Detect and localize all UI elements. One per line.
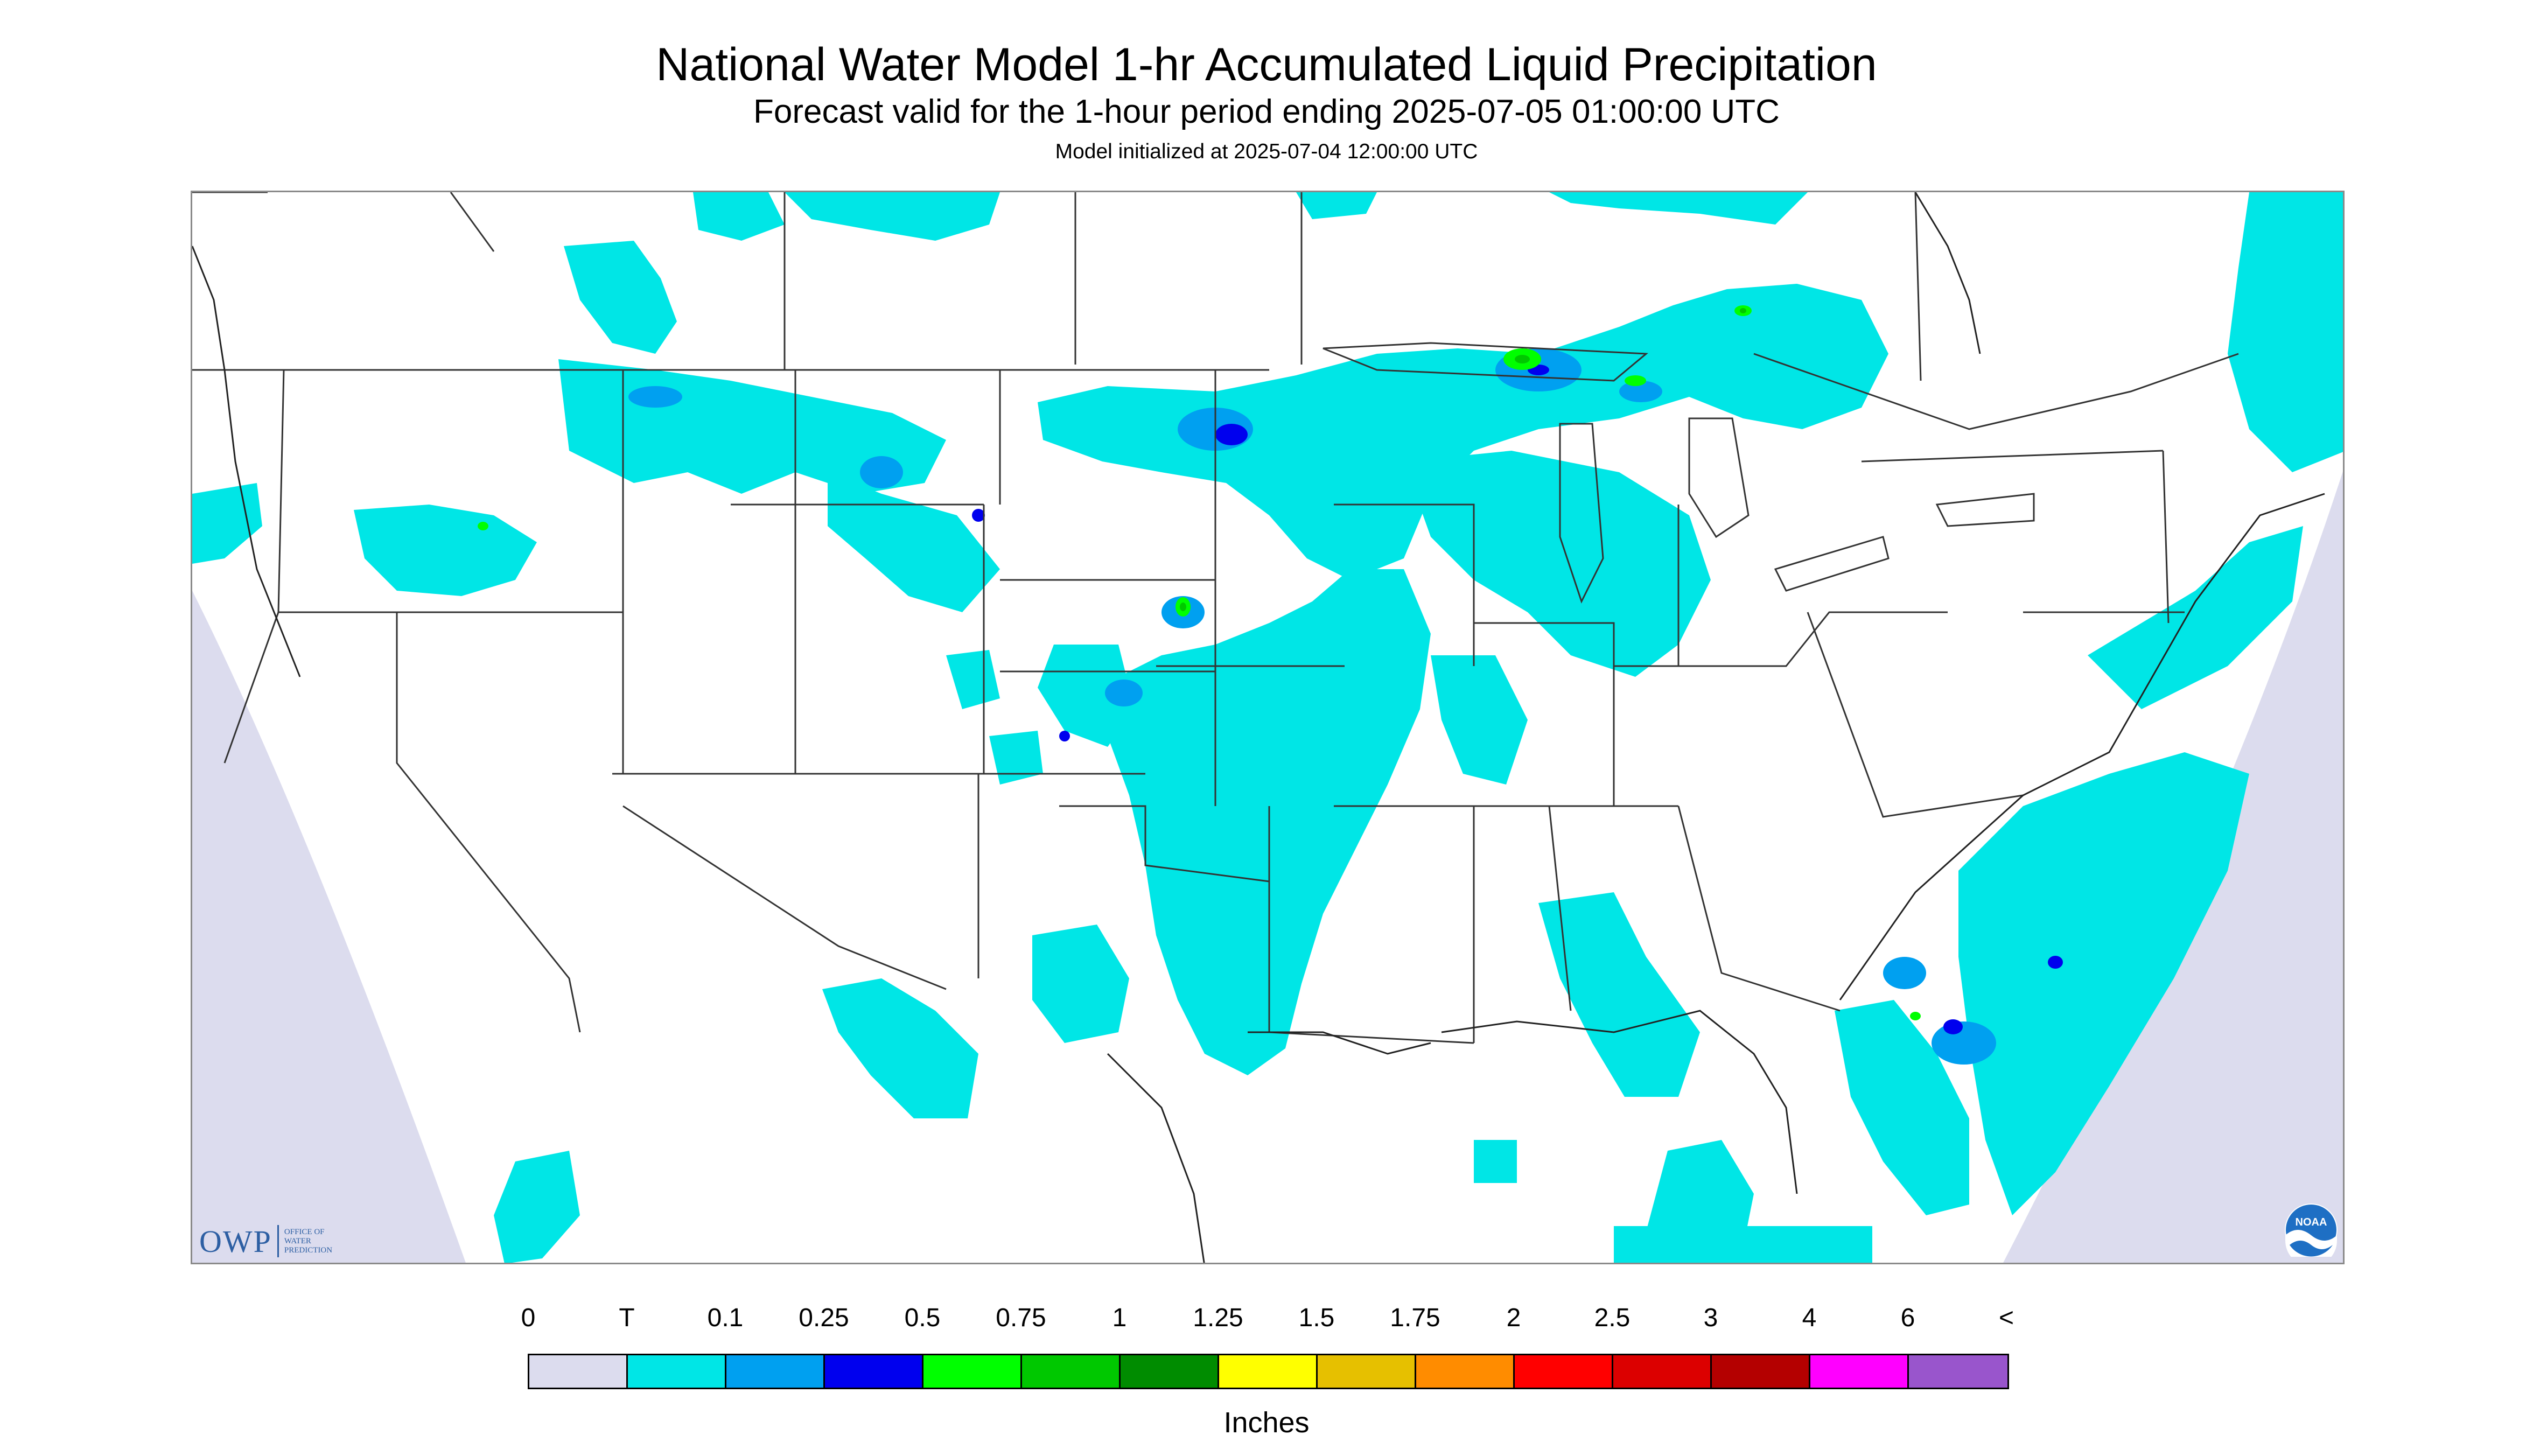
legend-swatch <box>529 1355 628 1388</box>
legend-label: 1 <box>1112 1304 1127 1332</box>
legend-swatch <box>628 1355 726 1388</box>
legend-label: 0.5 <box>904 1304 941 1332</box>
owp-logo-letters: OWP <box>199 1223 272 1259</box>
legend-swatch <box>726 1355 825 1388</box>
owp-logo-word-3: PREDICTION <box>284 1245 333 1255</box>
noaa-logo-icon: NOAA <box>2284 1203 2338 1266</box>
owp-logo: OWP OFFICE OF WATER PREDICTION <box>199 1222 332 1260</box>
legend-labels: 0 T 0.1 0.25 0.5 0.75 1 1.25 1.5 1.75 2 2.5 3 4 6 < <box>0 1302 2533 1340</box>
legend-swatch <box>1318 1355 1416 1388</box>
legend-swatch <box>1121 1355 1219 1388</box>
legend-swatch <box>1515 1355 1613 1388</box>
legend-swatch <box>1909 1355 2007 1388</box>
great-lakes <box>1323 342 2035 604</box>
legend-label: 1.5 <box>1298 1304 1335 1332</box>
legend-label: 0.75 <box>996 1304 1046 1332</box>
owp-logo-words: OFFICE OF WATER PREDICTION <box>284 1228 332 1255</box>
model-init-line: Model initialized at 2025-07-04 12:00:00… <box>1055 140 1478 163</box>
legend-swatch <box>1613 1355 1712 1388</box>
legend-label: 0.1 <box>707 1304 744 1332</box>
legend-label: 1.25 <box>1193 1304 1243 1332</box>
map-svg <box>192 192 2343 1263</box>
legend-swatch <box>1810 1355 1909 1388</box>
legend-label: 2.5 <box>1594 1304 1631 1332</box>
precipitation-map <box>191 191 2345 1264</box>
state-boundaries <box>192 192 2239 1044</box>
coastlines <box>192 192 2325 1263</box>
owp-logo-word-1: OFFICE OF <box>284 1227 325 1236</box>
legend-swatch <box>923 1355 1022 1388</box>
precip-0-25-areas <box>972 365 2063 1034</box>
legend-swatch <box>825 1355 923 1388</box>
legend-label: < <box>1998 1304 2014 1332</box>
legend-label: 4 <box>1802 1304 1817 1332</box>
legend-label: 3 <box>1703 1304 1718 1332</box>
legend-swatch <box>1022 1355 1121 1388</box>
legend-label: T <box>619 1304 635 1332</box>
legend-label: 0 <box>521 1304 536 1332</box>
legend-label: 2 <box>1506 1304 1521 1332</box>
legend-units: Inches <box>1223 1406 1310 1439</box>
page-title: National Water Model 1-hr Accumulated Li… <box>656 39 1877 90</box>
owp-logo-word-2: WATER <box>284 1236 311 1245</box>
legend-label: 6 <box>1900 1304 1915 1332</box>
owp-logo-divider <box>277 1225 279 1257</box>
forecast-valid-subtitle: Forecast valid for the 1-hour period end… <box>753 93 1780 130</box>
legend-swatch <box>1219 1355 1318 1388</box>
legend-color-bar <box>528 1354 2009 1389</box>
legend-swatch <box>1416 1355 1515 1388</box>
legend-swatch <box>1712 1355 1810 1388</box>
precip-0-75-areas <box>1180 308 1746 611</box>
noaa-logo-text: NOAA <box>2296 1216 2327 1228</box>
legend-label: 1.75 <box>1390 1304 1440 1332</box>
legend-label: 0.25 <box>799 1304 849 1332</box>
